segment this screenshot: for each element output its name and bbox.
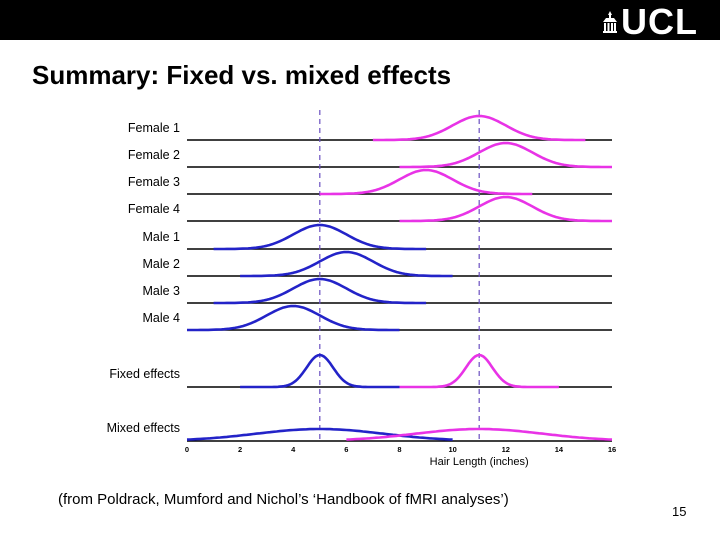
- female-distribution-curve: [346, 427, 613, 441]
- x-tick-label: 16: [608, 445, 616, 454]
- x-tick-label: 2: [238, 445, 242, 454]
- portico-icon: [603, 11, 617, 33]
- row-label: Mixed effects: [107, 421, 180, 435]
- x-tick-label: 14: [555, 445, 564, 454]
- x-axis-label: Hair Length (inches): [430, 456, 529, 468]
- slide-title: Summary: Fixed vs. mixed effects: [32, 60, 452, 90]
- x-tick-label: 6: [344, 445, 348, 454]
- male-distribution-curve: [187, 304, 400, 332]
- x-tick-label: 10: [448, 445, 456, 454]
- male-distribution-curve: [213, 277, 427, 305]
- x-tick-label: 8: [397, 445, 401, 454]
- row-label: Male 1: [142, 230, 180, 244]
- row-label: Female 2: [128, 148, 180, 162]
- male-distribution-curve: [213, 223, 427, 251]
- x-tick-label: 12: [502, 445, 510, 454]
- header-bar: UCL: [0, 0, 720, 40]
- row-label: Female 1: [128, 121, 180, 135]
- x-tick-label: 0: [185, 445, 189, 454]
- hair-length-chart: Female 1 Female 2 Female 3 Female 4 Male 1 Ma…: [107, 110, 616, 468]
- source-caption: (from Poldrack, Mumford and Nichol’s ‘Ha…: [58, 491, 509, 508]
- male-distribution-curve: [240, 353, 400, 389]
- male-distribution-curve: [186, 427, 453, 441]
- male-distribution-curve: [240, 250, 453, 278]
- row-label: Male 2: [142, 257, 180, 271]
- row-label: Female 3: [128, 175, 180, 189]
- female-distribution-curve: [319, 168, 533, 196]
- row-label: Male 4: [142, 311, 180, 325]
- logo-text: UCL: [621, 1, 698, 42]
- female-distribution-curve: [399, 353, 559, 389]
- female-distribution-curve: [372, 114, 586, 142]
- ucl-logo: UCL: [603, 1, 698, 42]
- female-distribution-curve: [399, 141, 612, 169]
- x-tick-label: 4: [291, 445, 296, 454]
- page-number: 15: [672, 504, 687, 519]
- row-label: Male 3: [142, 284, 180, 298]
- row-label: Fixed effects: [109, 367, 180, 381]
- female-distribution-curve: [399, 195, 612, 223]
- row-label: Female 4: [128, 202, 180, 216]
